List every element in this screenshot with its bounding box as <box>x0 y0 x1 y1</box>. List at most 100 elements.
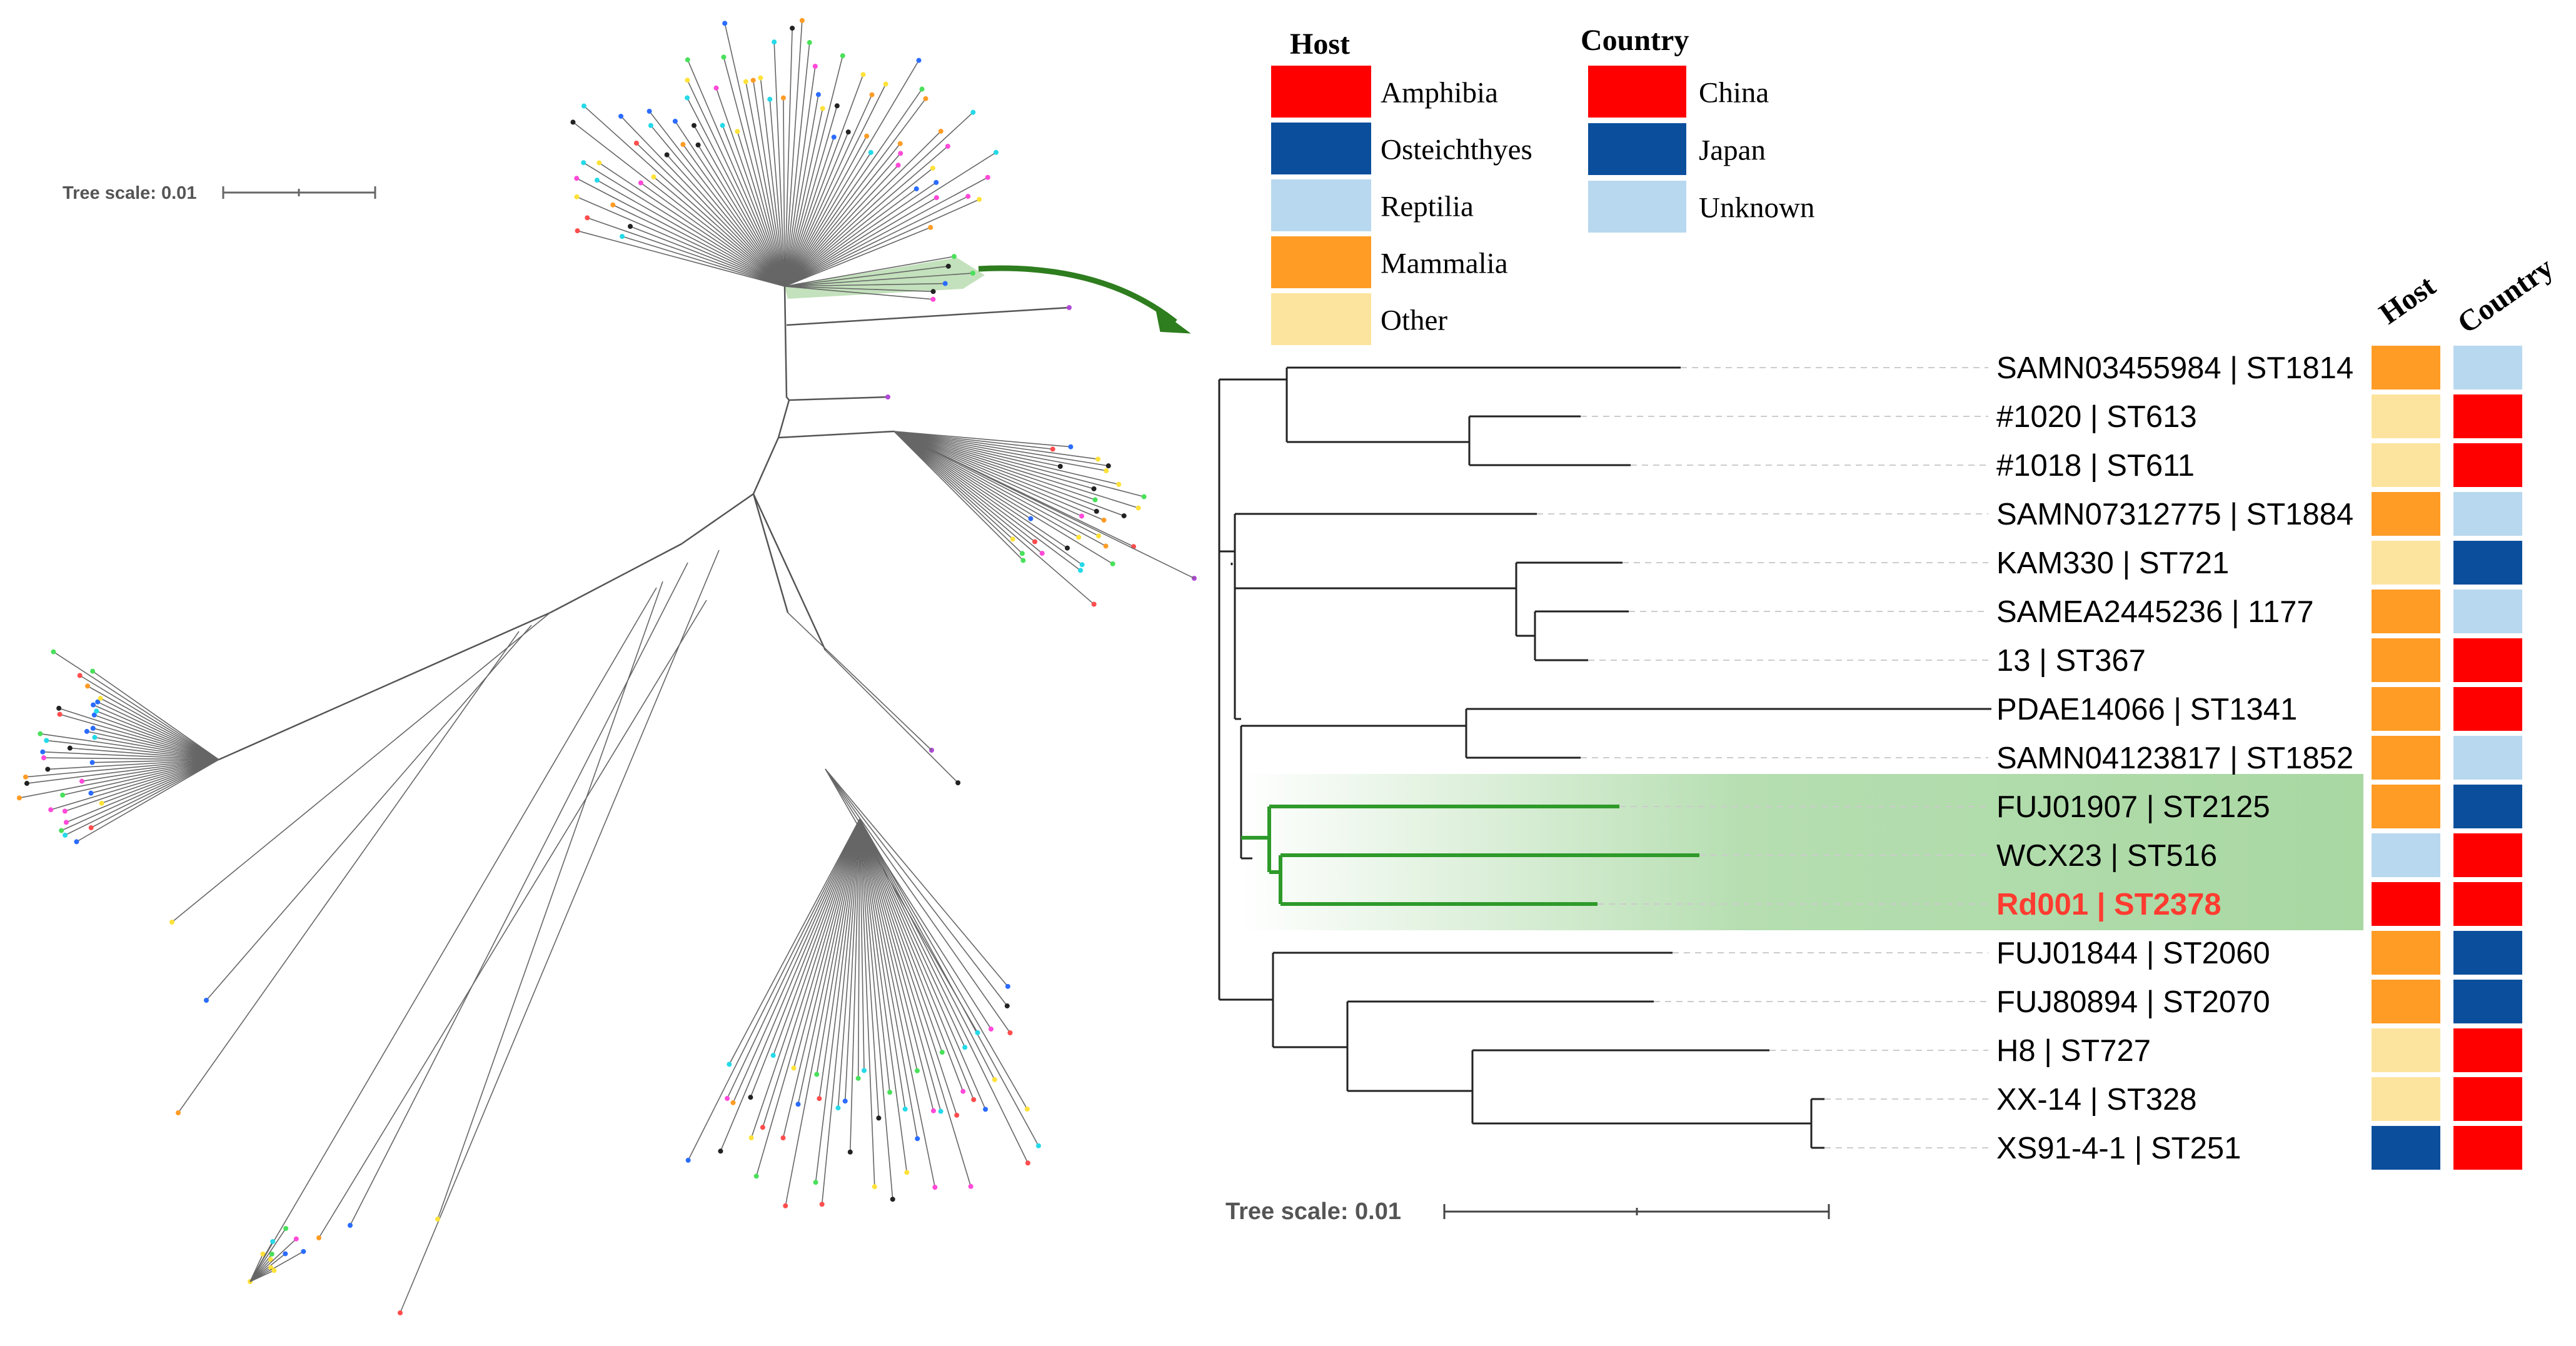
tree-tip <box>88 790 94 796</box>
leaf-label: #1020 | ST613 <box>1996 400 2197 434</box>
tree-edge <box>737 131 760 201</box>
tree-edge <box>587 217 677 249</box>
tree-edge <box>620 116 695 193</box>
tree-edge <box>648 111 711 191</box>
tree-tip <box>648 123 653 128</box>
tree-edge <box>784 236 886 287</box>
tree-tip <box>913 186 919 192</box>
leaf-label: SAMN04123817 | ST1852 <box>1996 741 2353 775</box>
tree-edge <box>805 108 823 189</box>
country-cell <box>2453 882 2522 926</box>
tree-edge <box>767 173 785 287</box>
tree-edge <box>784 159 817 287</box>
tree-tip <box>885 394 890 399</box>
tree-edge <box>893 431 1081 571</box>
tree-tip <box>1057 463 1063 469</box>
tree-tip <box>1079 562 1085 568</box>
tree-tip <box>90 668 96 674</box>
tree-edge <box>859 818 908 1173</box>
country-cell <box>2453 443 2522 487</box>
tree-edge <box>730 173 785 287</box>
tree-tip <box>807 40 812 46</box>
tree-edge <box>690 241 785 287</box>
tree-edge <box>825 768 1009 987</box>
tree-edge <box>893 431 1139 509</box>
tree-edge <box>784 219 848 287</box>
tree-tip <box>977 196 982 202</box>
tree-edge <box>583 162 675 219</box>
tree-tip <box>90 725 96 731</box>
tree-tip <box>695 142 701 148</box>
host-cell <box>2372 882 2440 926</box>
tree-edge <box>751 141 785 287</box>
tree-edge <box>737 208 785 287</box>
tree-edge <box>722 125 752 198</box>
tree-tip <box>88 825 94 831</box>
tree-edge <box>710 189 785 287</box>
tree-tip <box>895 163 901 168</box>
host-cell <box>2372 833 2440 877</box>
tree-tip <box>814 1072 820 1077</box>
tree-tip <box>780 95 786 101</box>
tree-tip <box>1024 1107 1030 1112</box>
tree-tip <box>994 149 999 155</box>
left-tree-backbone <box>218 286 1070 761</box>
tree-edge <box>859 818 906 1110</box>
tree-edge <box>773 42 780 153</box>
tree-tip <box>63 820 69 825</box>
tree-edge <box>784 207 849 287</box>
legend-country-title: Country <box>1581 24 1689 57</box>
tree-edge <box>703 207 785 287</box>
tree-tip <box>51 649 56 655</box>
tree-edge <box>784 237 868 287</box>
tree-tip <box>1019 551 1025 556</box>
tree-edge <box>893 431 1106 547</box>
tree-edge <box>859 818 934 1111</box>
tree-edge <box>206 625 532 1001</box>
tree-edge <box>97 701 219 760</box>
tree-edge <box>778 152 785 287</box>
left-tree: Tree scale: 0.01 <box>16 18 1197 1315</box>
tree-edge <box>832 152 872 213</box>
tree-tip <box>685 57 690 63</box>
host-cell <box>2372 785 2440 828</box>
tree-edge <box>844 818 860 1102</box>
tree-edge <box>171 612 551 923</box>
tree-edge <box>893 431 1035 543</box>
tree-edge <box>784 286 933 300</box>
tree-edge <box>793 818 860 1068</box>
tree-edge <box>859 818 880 1118</box>
tree-tip <box>951 254 957 259</box>
tree-edge <box>249 1228 286 1282</box>
tree-edge <box>668 195 785 287</box>
country-cell <box>2453 687 2522 731</box>
tree-edge <box>750 818 860 1098</box>
tree-tip <box>970 270 975 276</box>
tree-edge <box>785 818 860 1206</box>
tree-edge <box>784 144 790 287</box>
country-cell <box>2453 590 2522 633</box>
tree-edge <box>58 708 219 760</box>
tree-edge <box>797 818 860 1105</box>
tree-tip <box>74 839 79 845</box>
tree-tip <box>898 151 903 156</box>
tree-edge <box>694 192 785 287</box>
tree-tip <box>1068 444 1074 450</box>
tree-tip <box>89 760 95 765</box>
tree-edge <box>888 112 974 191</box>
tree-edge <box>577 230 671 256</box>
tree-tip <box>902 1107 908 1112</box>
tree-tip <box>581 103 586 109</box>
tree-tip <box>1091 486 1097 491</box>
tree-edge <box>885 196 969 238</box>
tree-tip <box>1076 535 1082 540</box>
tree-edge <box>825 768 1011 1033</box>
tree-edge <box>750 818 860 1138</box>
tree-edge <box>784 140 795 287</box>
tree-tip <box>750 78 756 83</box>
tree-tip <box>872 1184 877 1190</box>
tree-edge <box>653 176 713 227</box>
tree-tip <box>62 808 68 814</box>
legend-country-label: Unknown <box>1699 192 1814 224</box>
tree-tip <box>1101 517 1107 523</box>
